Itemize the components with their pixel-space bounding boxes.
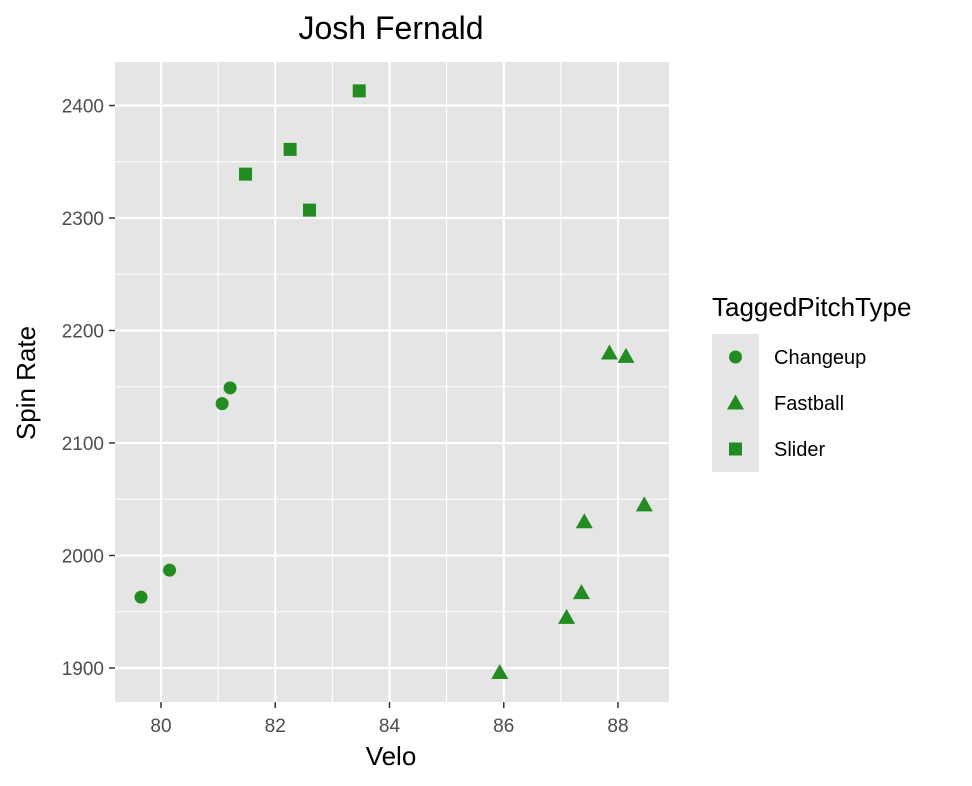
fastball-point	[572, 584, 590, 600]
fastball-point	[575, 513, 593, 529]
x-axis-ticks: 80 82 84 86 88	[150, 702, 629, 737]
x-tick-label: 82	[265, 716, 286, 737]
changeup-point	[163, 563, 177, 577]
chart-title: Josh Fernald	[299, 10, 484, 46]
legend: TaggedPitchType Changeup Fastball Slider	[712, 292, 911, 472]
legend-key-slider	[729, 442, 742, 456]
fastball-point	[558, 608, 576, 624]
legend-key-fastball	[727, 394, 744, 410]
x-axis-title: Velo	[366, 741, 417, 771]
legend-key-changeup	[729, 350, 742, 364]
legend-label-changeup: Changeup	[774, 347, 866, 369]
y-tick-label: 2100	[62, 434, 104, 455]
y-axis-ticks: 1900 2000 2100 2200 2300 2400	[62, 97, 115, 680]
x-tick-label: 80	[150, 716, 171, 737]
major-gridlines	[115, 62, 669, 702]
y-tick-label: 2300	[62, 209, 104, 230]
y-tick-label: 2000	[62, 547, 104, 568]
y-tick-label: 2400	[62, 97, 104, 118]
legend-title: TaggedPitchType	[712, 292, 911, 322]
x-tick-label: 84	[379, 716, 401, 737]
changeup-point	[215, 397, 229, 411]
fastball-point	[491, 664, 509, 679]
x-tick-label: 88	[607, 716, 628, 737]
fastball-point	[600, 344, 618, 360]
y-tick-label: 1900	[62, 659, 104, 680]
slider-point	[283, 142, 297, 156]
plot-panel	[115, 62, 669, 702]
minor-gridlines	[115, 62, 669, 702]
fastball-point	[617, 347, 635, 363]
data-points	[134, 84, 653, 679]
legend-label-slider: Slider	[774, 439, 825, 461]
changeup-point	[223, 381, 237, 395]
x-tick-label: 86	[493, 716, 514, 737]
slider-point	[352, 84, 366, 98]
legend-label-fastball: Fastball	[774, 393, 844, 415]
slider-point	[303, 203, 317, 217]
slider-point	[239, 167, 253, 181]
fastball-point	[635, 496, 653, 512]
changeup-point	[134, 590, 148, 604]
y-axis-title: Spin Rate	[11, 326, 41, 440]
y-tick-label: 2200	[62, 322, 104, 343]
